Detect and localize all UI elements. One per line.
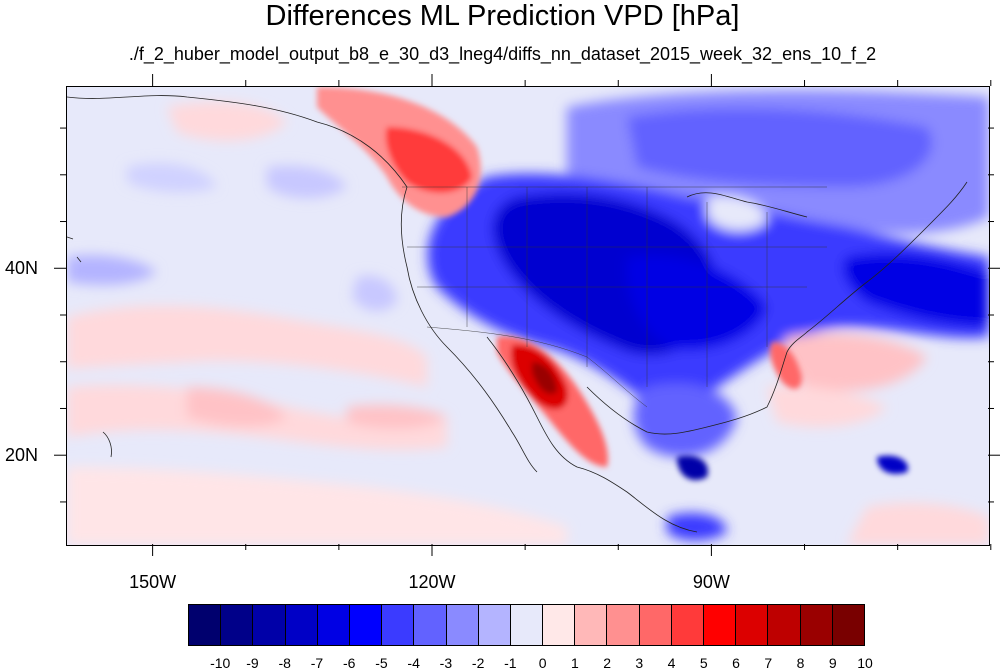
colorbar-swatch (800, 605, 833, 645)
colorbar-swatch (285, 605, 318, 645)
colorbar-swatch (221, 605, 254, 645)
colorbar-swatch (382, 605, 415, 645)
colorbar-label: -1 (504, 655, 517, 671)
colorbar-label: -8 (278, 655, 291, 671)
colorbar-swatch (832, 605, 864, 645)
field-ocean-anomalies (67, 102, 989, 545)
colorbar-swatch (478, 605, 511, 645)
colorbar-swatch (768, 605, 801, 645)
colorbar-swatch (575, 605, 608, 645)
y-tick-label: 20N (4, 445, 38, 466)
map-plot-area (66, 86, 990, 546)
colorbar-swatch (639, 605, 672, 645)
colorbar-label: 4 (667, 655, 676, 671)
colorbar-label: 7 (764, 655, 773, 671)
plot-title: Differences ML Prediction VPD [hPa] (265, 0, 740, 32)
colorbar-swatch (317, 605, 350, 645)
plot-subtitle: ./f_2_huber_model_output_b8_e_30_d3_lneg… (128, 44, 877, 64)
colorbar-swatch (253, 605, 286, 645)
colorbar-label: 0 (538, 655, 547, 671)
colorbar-label: -6 (342, 655, 356, 671)
field-hotspots (317, 87, 908, 481)
colorbar-swatch (607, 605, 640, 645)
colorbar-swatch (446, 605, 479, 645)
colorbar-label: -4 (407, 655, 420, 671)
colorbar-swatch (671, 605, 704, 645)
coastlines (67, 95, 968, 533)
colorbar-swatch (414, 605, 447, 645)
colorbar-swatch (543, 605, 576, 645)
colorbar-swatch (736, 605, 769, 645)
y-tick-label: 40N (4, 258, 38, 279)
colorbar-label: 10 (857, 655, 873, 671)
colorbar-label: 2 (603, 655, 611, 671)
x-tick-label: 150W (129, 572, 177, 592)
colorbar-label: -3 (439, 655, 453, 671)
x-tick-label: 120W (408, 572, 456, 592)
colorbar-label: -7 (310, 655, 324, 671)
colorbar-label: 8 (796, 655, 805, 671)
colorbar-swatch (510, 605, 544, 645)
colorbar-swatch (349, 605, 383, 645)
colorbar-label: 9 (828, 655, 837, 671)
colorbar-swatch (704, 605, 737, 645)
vpd-difference-map (67, 87, 989, 545)
colorbar-label: 6 (732, 655, 740, 671)
colorbar-label: -2 (471, 655, 485, 671)
colorbar-label: 1 (570, 655, 579, 671)
colorbar-label: 3 (635, 655, 644, 671)
colorbar-label: -9 (246, 655, 259, 671)
field-north-america (427, 90, 989, 541)
colorbar-label: -10 (210, 655, 231, 671)
x-tick-label: 90W (692, 572, 730, 592)
colorbar-label: 5 (699, 655, 708, 671)
political-borders (402, 186, 827, 408)
colorbar-label: -5 (375, 655, 388, 671)
colorbar (188, 604, 865, 646)
colorbar-swatch (189, 605, 222, 645)
